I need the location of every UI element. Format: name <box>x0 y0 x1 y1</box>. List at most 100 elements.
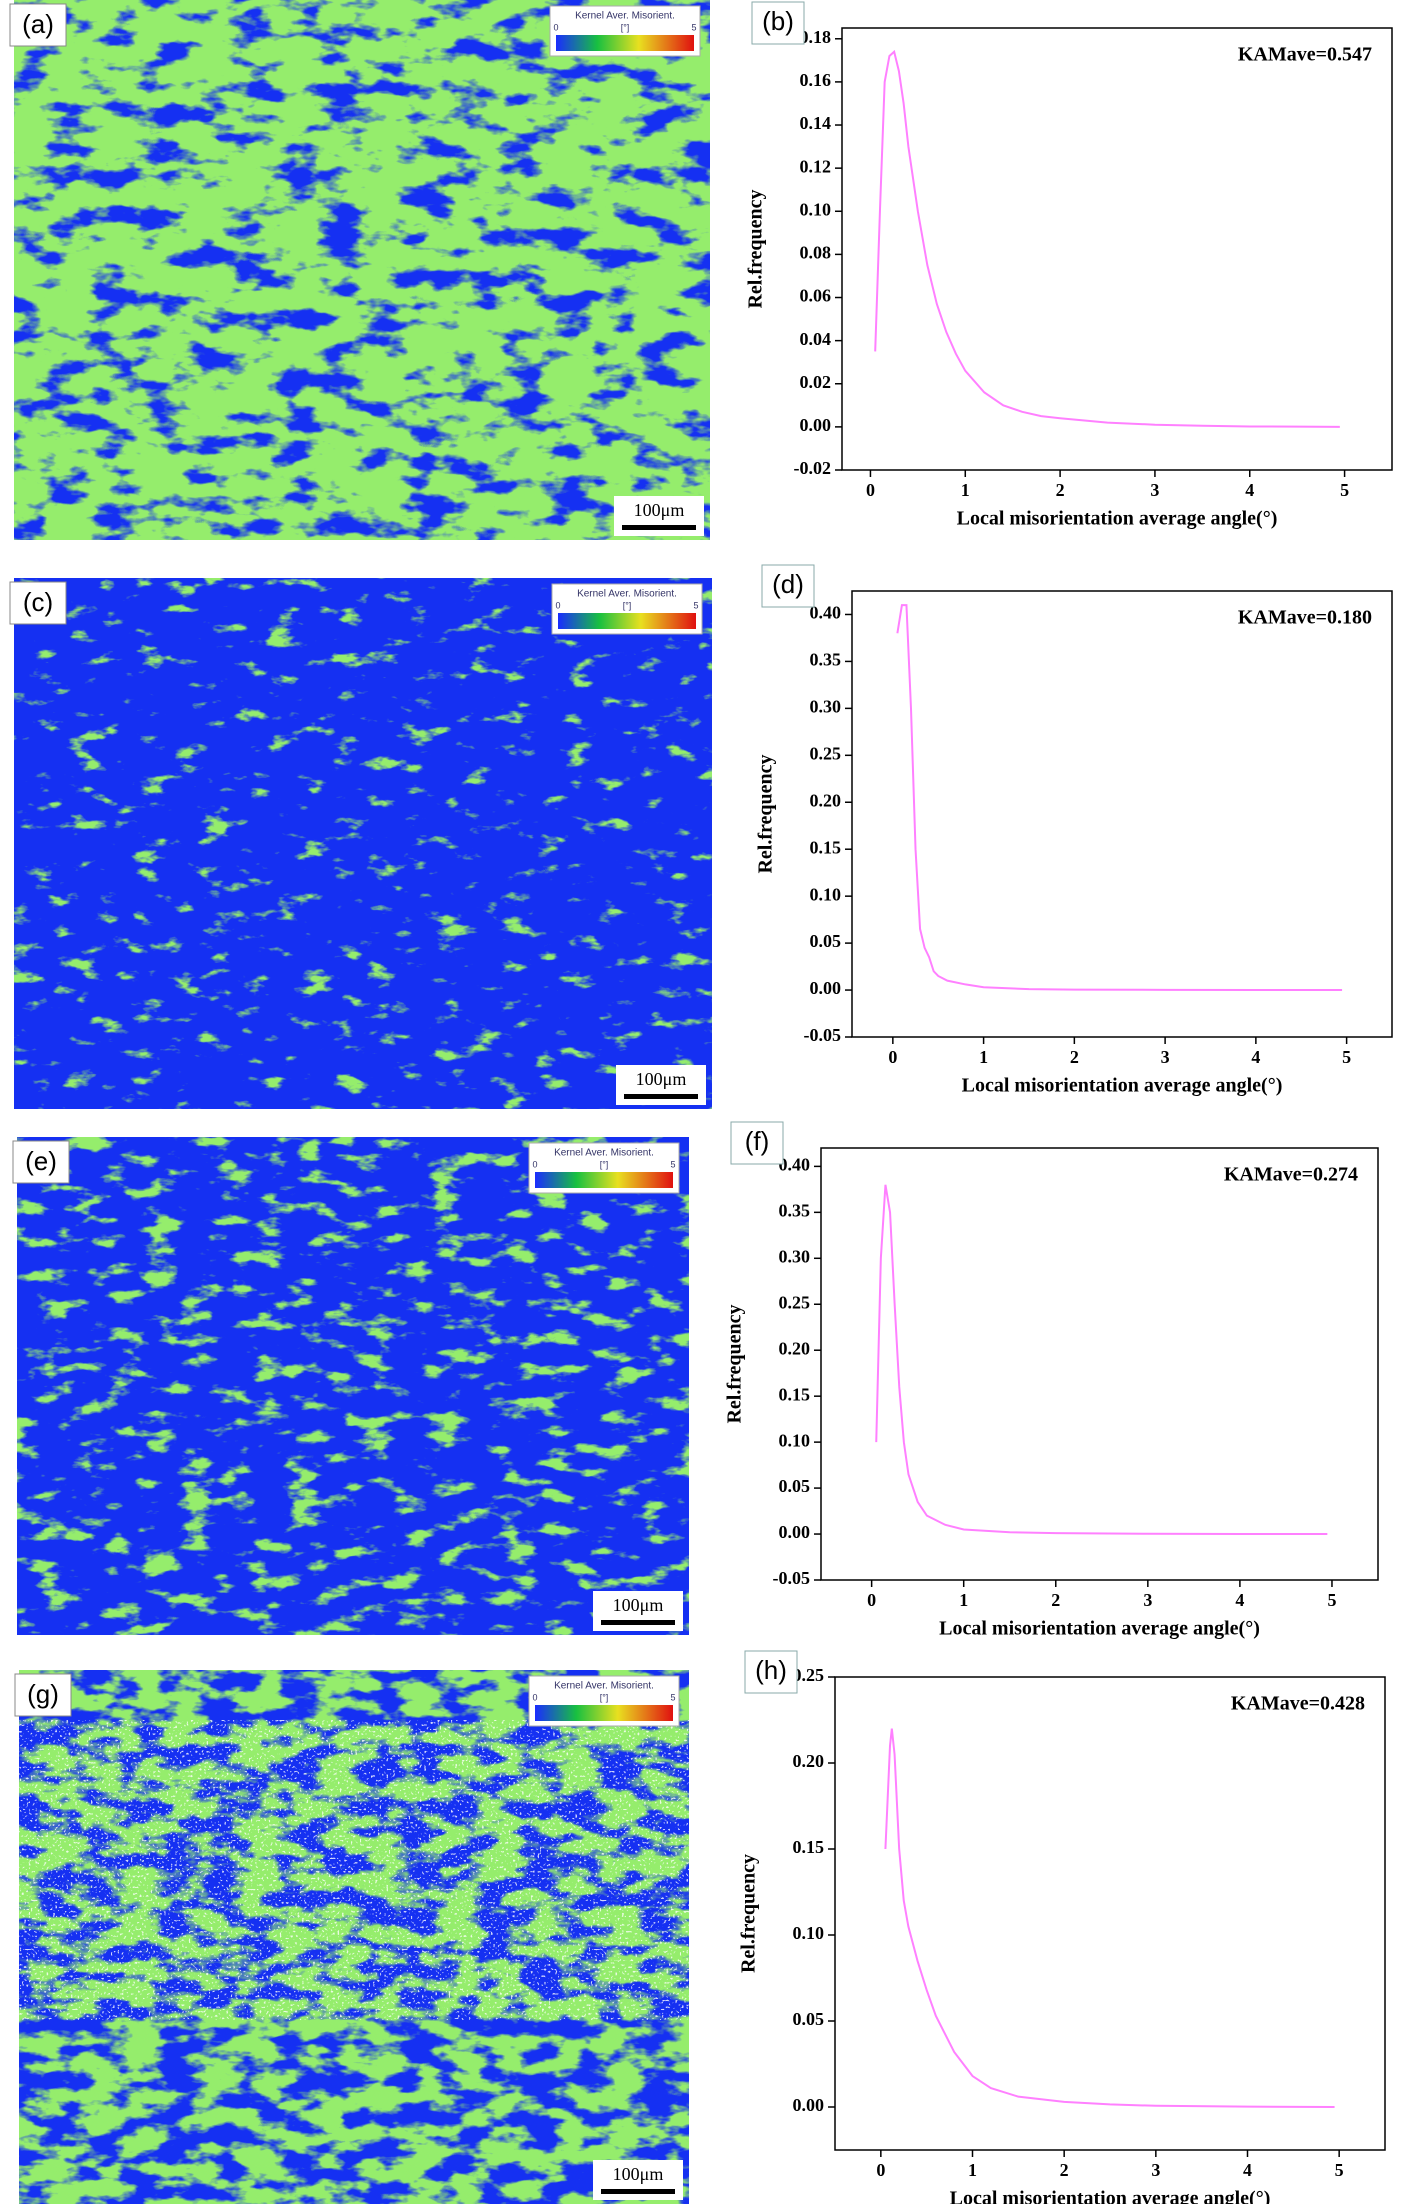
colorbar-unit: [°] <box>600 1692 609 1702</box>
x-tick-label: 2 <box>1051 1590 1060 1610</box>
colorbar-tick: 0 <box>553 22 558 32</box>
panel-label-box <box>744 1650 798 1694</box>
y-tick-label: 0.10 <box>779 1430 811 1450</box>
x-tick-label: 0 <box>876 2160 885 2180</box>
x-axis-label: Local misorientation average angle(°) <box>957 508 1278 530</box>
colorbar-tick: 5 <box>691 22 696 32</box>
kam-map: (g) Kernel Aver. Misorient. 0 5 [°] 100μm <box>14 1670 689 2204</box>
panel-label: (c) <box>23 587 53 617</box>
y-tick-label: 0.16 <box>800 70 832 90</box>
map-texture <box>17 1137 689 1635</box>
y-tick-label: 0.40 <box>779 1155 811 1175</box>
y-tick-label: 0.04 <box>800 329 832 349</box>
panel-label-box <box>761 564 815 608</box>
panel-label-box <box>751 1 805 45</box>
x-tick-label: 4 <box>1251 1047 1260 1067</box>
y-tick-label: 0.15 <box>779 1384 811 1404</box>
y-tick-label: 0.06 <box>800 286 832 306</box>
x-tick-label: 1 <box>961 480 970 500</box>
x-axis-label: Local misorientation average angle(°) <box>939 1618 1260 1640</box>
x-tick-label: 4 <box>1245 480 1254 500</box>
curve <box>874 49 1340 428</box>
panel-label: (h) <box>755 1655 787 1685</box>
panel-label: (b) <box>762 6 794 36</box>
chart: -0.05 0.00 0.05 0.10 0.15 0.20 0.25 0.30 0.35 0.4… <box>724 1121 1379 1640</box>
y-tick-label: 0.40 <box>810 603 842 623</box>
panel-label: (a) <box>22 9 54 39</box>
plot-frame <box>834 1676 1386 2151</box>
scale-bar-label: 100μm <box>613 2164 664 2184</box>
y-tick-label: 0.10 <box>800 199 832 219</box>
colorbar-gradient <box>558 613 696 629</box>
x-tick-label: 0 <box>866 480 875 500</box>
y-tick-label: 0.10 <box>810 884 842 904</box>
y-tick-label: 0.00 <box>800 415 832 435</box>
kam-map: (c) Kernel Aver. Misorient. 0 5 [°] 100μm <box>9 578 712 1109</box>
curve <box>875 1184 1328 1536</box>
annotation: KAMave=0.274 <box>1224 1164 1358 1186</box>
y-tick-label: 0.18 <box>800 27 832 47</box>
x-tick-label: 1 <box>968 2160 977 2180</box>
annotation: KAMave=0.428 <box>1231 1693 1365 1715</box>
y-tick-label: 0.05 <box>793 2009 825 2029</box>
y-axis-label: Rel.frequency <box>755 754 777 873</box>
x-tick-label: 3 <box>1161 1047 1170 1067</box>
map-speckle <box>19 1720 689 2020</box>
chart: 0.00 0.05 0.10 0.15 0.20 0.25 0 1 2 3 4 5 Local miso… <box>738 1650 1386 2204</box>
x-tick-label: 4 <box>1235 1590 1244 1610</box>
kam-map: (a) Kernel Aver. Misorient. 0 5 [°] 100μm <box>9 0 710 540</box>
y-tick-label: 0.10 <box>793 1923 825 1943</box>
scale-bar <box>601 1620 675 1625</box>
colorbar-gradient <box>535 1172 673 1188</box>
x-axis-label: Local misorientation average angle(°) <box>950 2188 1271 2204</box>
y-tick-label: 0.02 <box>800 372 832 392</box>
x-tick-label: 3 <box>1150 480 1159 500</box>
y-tick-label: -0.05 <box>804 1025 842 1045</box>
scale-bar <box>601 2189 675 2194</box>
map-texture <box>14 0 710 540</box>
colorbar-unit: [°] <box>621 22 630 32</box>
colorbar-tick: 5 <box>693 600 698 610</box>
y-tick-label: 0.12 <box>800 156 832 176</box>
colorbar-unit: [°] <box>600 1159 609 1169</box>
y-tick-label: 0.15 <box>793 1837 825 1857</box>
scale-bar-label: 100μm <box>636 1069 687 1089</box>
y-axis-label: Rel.frequency <box>724 1304 746 1423</box>
panel-label: (f) <box>745 1126 770 1156</box>
x-tick-label: 1 <box>959 1590 968 1610</box>
x-tick-label: 5 <box>1327 1590 1336 1610</box>
colorbar-unit: [°] <box>623 600 632 610</box>
x-tick-label: 1 <box>979 1047 988 1067</box>
colorbar-tick: 0 <box>532 1692 537 1702</box>
x-tick-label: 2 <box>1070 1047 1079 1067</box>
scale-bar-label: 100μm <box>634 500 685 520</box>
chart: -0.02 0.00 0.02 0.04 0.06 0.08 0.10 0.12 0.14 0.1… <box>745 1 1393 530</box>
y-tick-label: 0.05 <box>810 931 842 951</box>
panel-label: (d) <box>772 569 804 599</box>
y-tick-label: 0.25 <box>793 1665 825 1685</box>
map-texture <box>14 578 712 1109</box>
x-tick-label: 0 <box>867 1590 876 1610</box>
x-tick-label: 3 <box>1151 2160 1160 2180</box>
panel-label-box <box>9 581 67 625</box>
colorbar-title: Kernel Aver. Misorient. <box>577 589 677 600</box>
y-tick-label: 0.35 <box>779 1200 811 1220</box>
y-tick-label: 0.08 <box>800 243 832 263</box>
y-tick-label: 0.20 <box>793 1751 825 1771</box>
curve <box>884 1728 1335 2108</box>
y-tick-label: 0.30 <box>810 696 842 716</box>
y-tick-label: 0.05 <box>779 1476 811 1496</box>
chart: -0.05 0.00 0.05 0.10 0.15 0.20 0.25 0.30 0.35 0.4… <box>755 564 1393 1097</box>
y-tick-label: 0.25 <box>810 743 842 763</box>
y-tick-label: 0.25 <box>779 1292 811 1312</box>
x-tick-label: 2 <box>1060 2160 1069 2180</box>
plot-frame <box>851 590 1393 1038</box>
colorbar-tick: 0 <box>532 1159 537 1169</box>
y-tick-label: 0.00 <box>793 2095 825 2115</box>
y-tick-label: 0.20 <box>810 790 842 810</box>
panel-label-box <box>9 3 67 47</box>
panel-label: (g) <box>27 1679 59 1709</box>
x-axis-label: Local misorientation average angle(°) <box>962 1075 1283 1097</box>
